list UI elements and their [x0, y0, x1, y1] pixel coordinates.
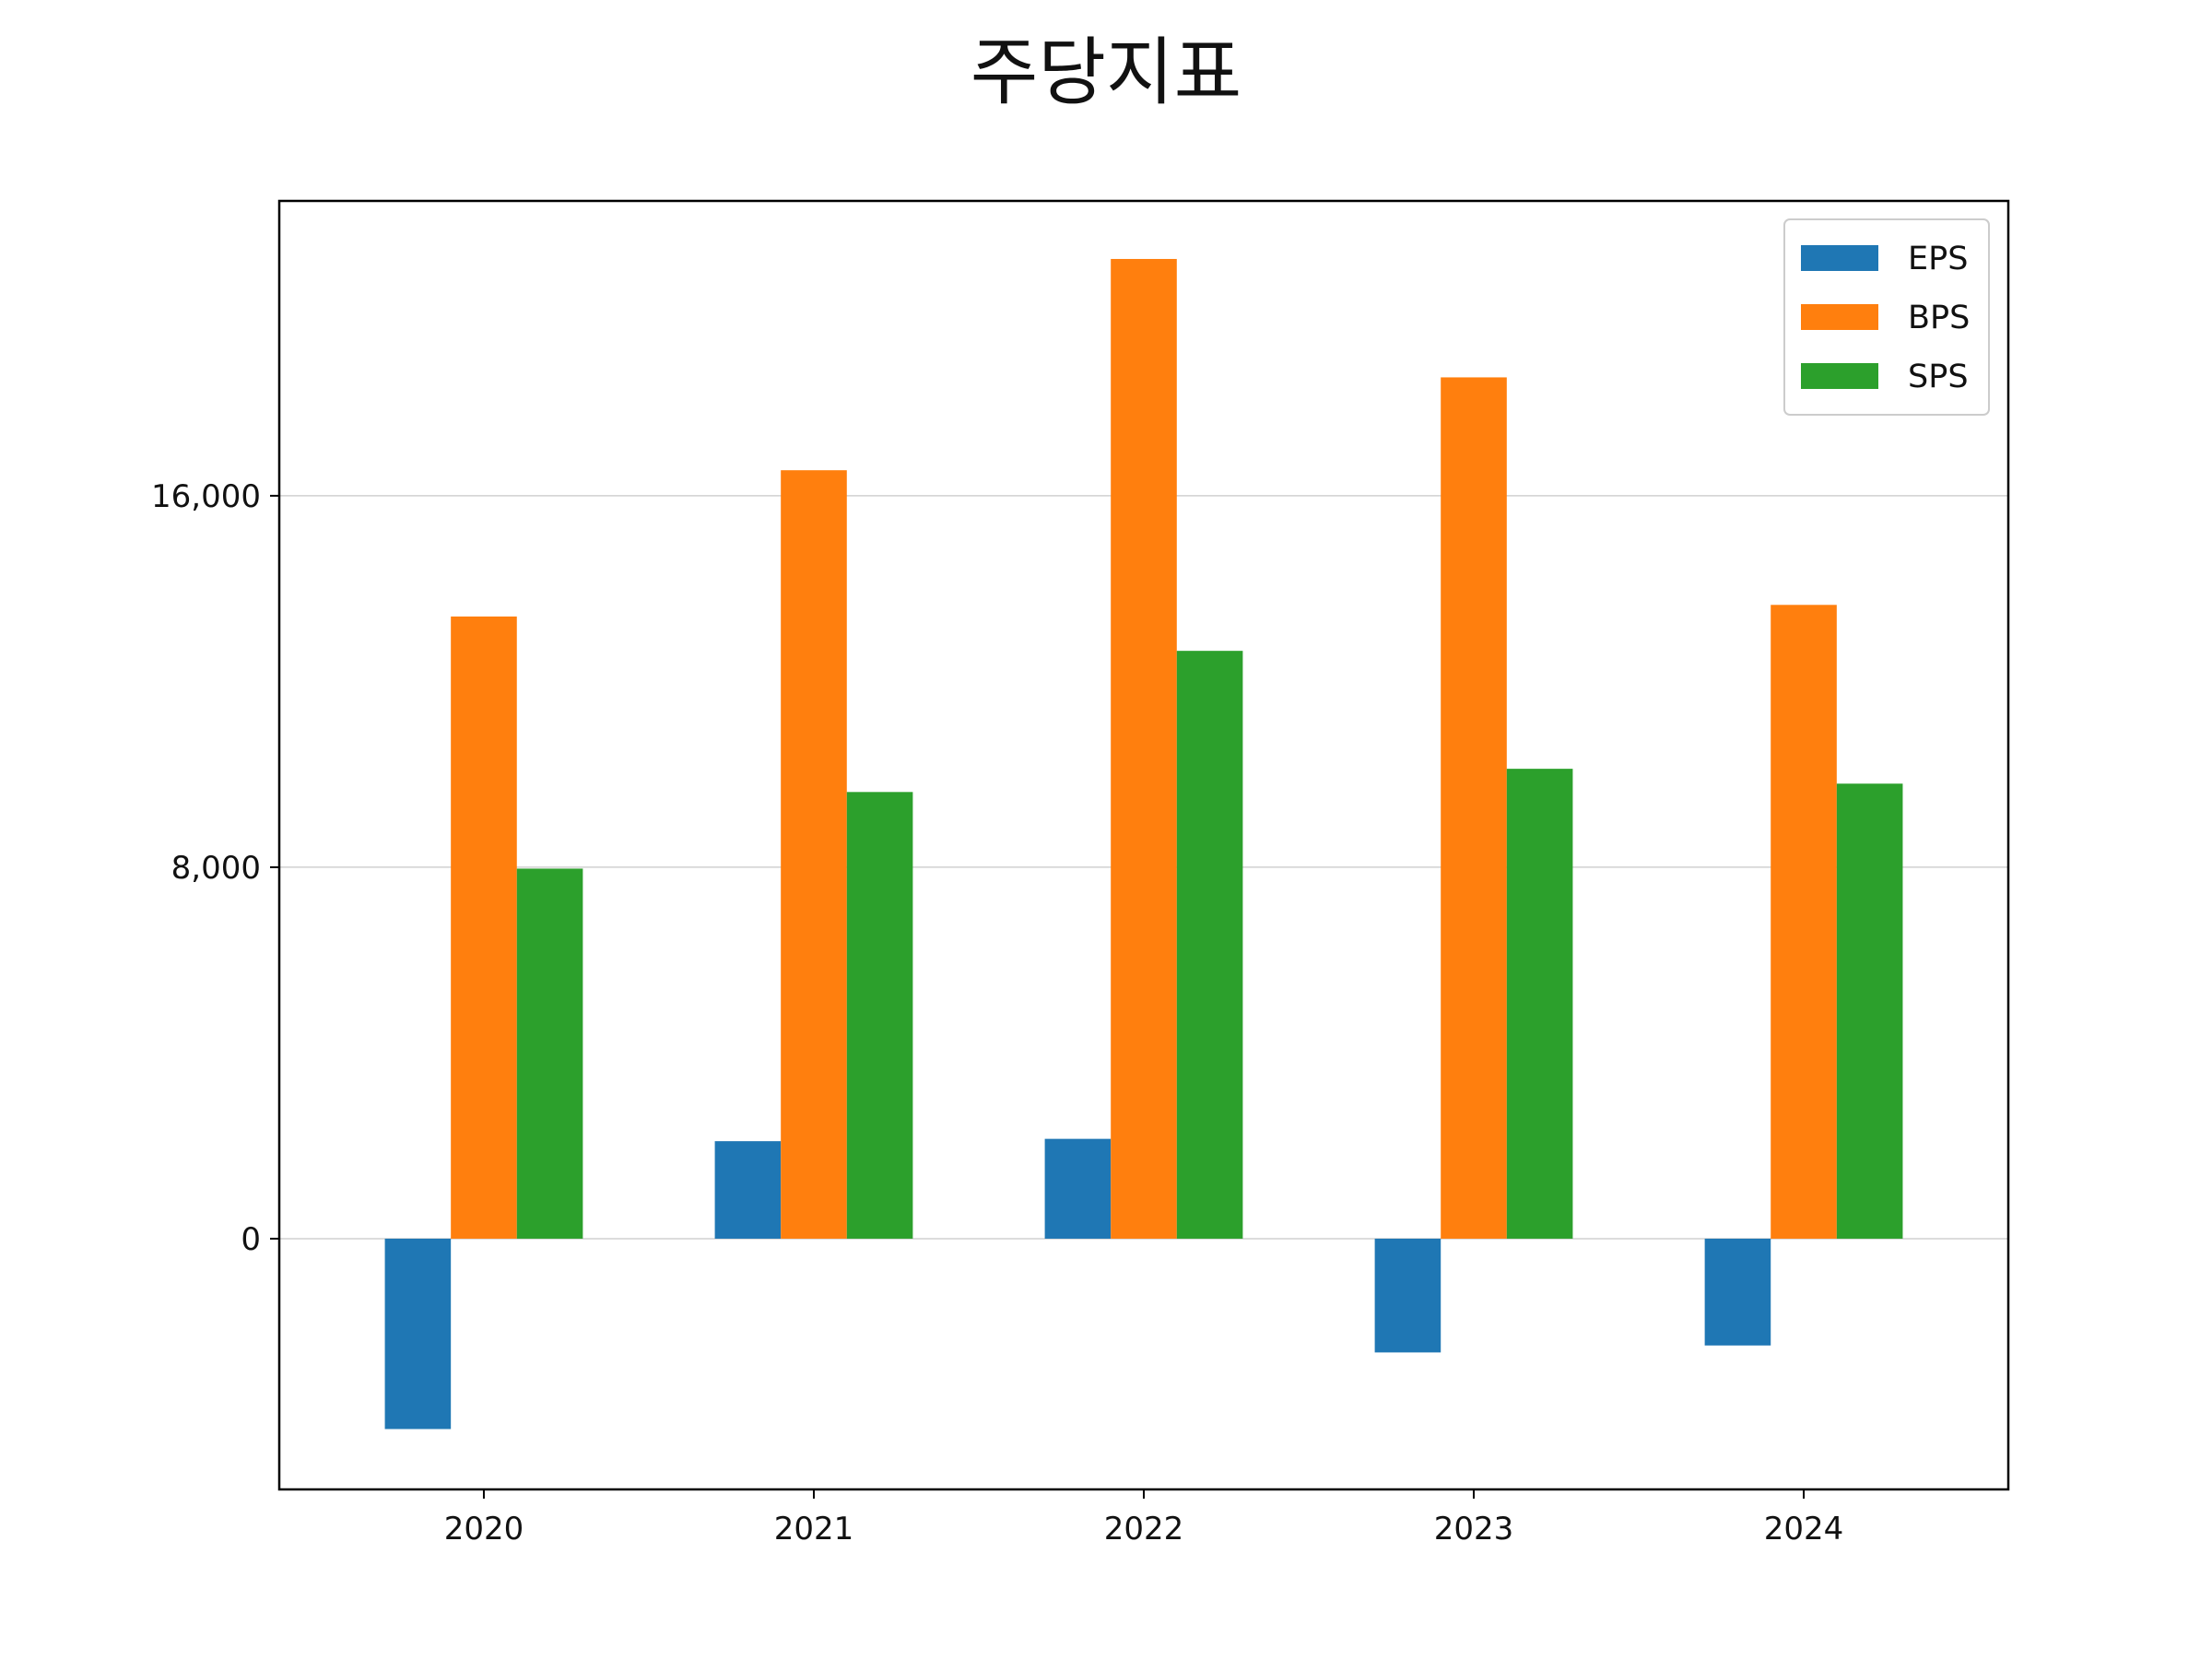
x-tick-label: 2022 [1104, 1511, 1184, 1547]
y-tick-label: 16,000 [151, 478, 261, 515]
bar-eps-2020 [384, 1238, 452, 1430]
bar-sps-2023 [1506, 769, 1573, 1239]
x-axis: 2020 2021 2022 2023 2024 [444, 1489, 1844, 1547]
bar-sps-2020 [516, 868, 583, 1239]
x-tick-label: 2020 [444, 1511, 524, 1547]
bar-bps-2020 [451, 616, 517, 1239]
x-tick-label: 2021 [774, 1511, 854, 1547]
y-tick-label: 8,000 [171, 850, 261, 887]
bar-bps-2021 [781, 470, 847, 1239]
legend: EPS BPS SPS [1783, 218, 1990, 416]
bar-sps-2024 [1836, 783, 1903, 1239]
legend-label-eps: EPS [1908, 241, 1968, 277]
bar-bps-2024 [1771, 605, 1837, 1239]
bars [384, 258, 1903, 1430]
bar-eps-2022 [1044, 1138, 1112, 1239]
legend-label-sps: SPS [1908, 359, 1969, 395]
bar-eps-2024 [1704, 1238, 1771, 1346]
bar-bps-2023 [1441, 377, 1507, 1239]
legend-label-bps: BPS [1908, 300, 1970, 336]
bar-sps-2022 [1176, 651, 1243, 1239]
x-tick-label: 2024 [1764, 1511, 1844, 1547]
legend-swatch-eps [1801, 245, 1878, 271]
chart-title: 주당지표 [970, 29, 1242, 115]
bar-bps-2022 [1111, 258, 1177, 1239]
y-tick-label: 0 [241, 1221, 261, 1258]
legend-swatch-sps [1801, 363, 1878, 389]
legend-swatch-bps [1801, 304, 1878, 330]
bar-eps-2021 [714, 1141, 782, 1239]
y-axis: 0 8,000 16,000 [151, 478, 279, 1258]
bar-eps-2023 [1374, 1238, 1441, 1353]
bar-sps-2021 [846, 792, 913, 1239]
x-tick-label: 2023 [1434, 1511, 1514, 1547]
